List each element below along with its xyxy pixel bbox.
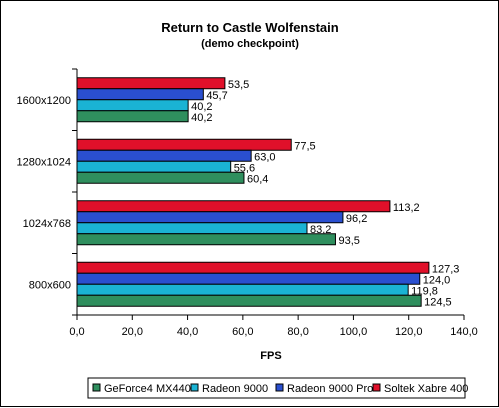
x-tick-label: 100,0 xyxy=(340,326,368,338)
x-tick-label: 120,0 xyxy=(395,326,423,338)
plot-area: 0,0 20,0 40,0 60,0 80,0 100,0 120,0 140,0 1600x1… xyxy=(17,68,478,338)
bar xyxy=(76,283,409,296)
bar xyxy=(76,88,204,101)
bar xyxy=(76,149,252,162)
legend-swatch xyxy=(190,383,199,392)
legend-label: Radeon 9000 xyxy=(202,383,268,395)
legend: GeForce4 MX440 Radeon 9000 Radeon 9000 Pro… xyxy=(87,377,468,399)
bar xyxy=(76,160,232,173)
data-label: 119,8 xyxy=(411,285,438,297)
data-label: 124,5 xyxy=(424,296,452,308)
legend-label: Soltek Xabre 400 xyxy=(384,383,468,395)
data-label: 40,2 xyxy=(191,112,212,124)
data-label: 127,3 xyxy=(432,263,460,275)
bar xyxy=(76,222,308,235)
legend-label: GeForce4 MX440 xyxy=(104,383,191,395)
bar xyxy=(76,211,344,224)
x-axis-title: FPS xyxy=(260,350,281,362)
x-tick-label: 140,0 xyxy=(450,326,478,338)
data-label: 96,2 xyxy=(346,213,367,225)
bar xyxy=(76,294,422,307)
category-label: 1024x768 xyxy=(23,218,71,230)
data-label: 93,5 xyxy=(338,235,359,247)
category-label: 1600x1200 xyxy=(17,95,71,107)
data-label: 124,0 xyxy=(423,274,451,286)
legend-swatch xyxy=(275,383,284,392)
data-label: 45,7 xyxy=(206,90,227,102)
bar xyxy=(76,200,391,213)
bar xyxy=(76,110,189,123)
data-label: 77,5 xyxy=(294,140,315,152)
data-label: 60,4 xyxy=(247,173,268,185)
x-tick-label: 80,0 xyxy=(287,326,308,338)
legend-swatch xyxy=(372,383,381,392)
data-label: 40,2 xyxy=(191,101,212,113)
data-label: 83,2 xyxy=(310,224,331,236)
chart-subtitle: (demo checkpoint) xyxy=(201,38,299,50)
x-tick-label: 0,0 xyxy=(69,326,84,338)
category-label: 1280x1024 xyxy=(17,156,71,168)
bar xyxy=(76,171,245,184)
chart-title: Return to Castle Wolfenstain xyxy=(161,20,339,35)
legend-swatch xyxy=(92,383,101,392)
data-label: 113,2 xyxy=(393,202,420,214)
data-label: 53,5 xyxy=(228,79,249,91)
data-label: 55,6 xyxy=(234,162,255,174)
bar xyxy=(76,272,421,285)
bar xyxy=(76,138,292,151)
x-tick-label: 60,0 xyxy=(232,326,253,338)
bar xyxy=(76,99,189,112)
bar xyxy=(76,77,226,90)
bar xyxy=(76,233,336,246)
bar xyxy=(76,261,430,274)
data-label: 63,0 xyxy=(254,151,275,163)
category-label: 800x600 xyxy=(29,279,71,291)
legend-label: Radeon 9000 Pro xyxy=(287,383,373,395)
x-tick-label: 40,0 xyxy=(177,326,198,338)
x-tick-label: 20,0 xyxy=(122,326,143,338)
